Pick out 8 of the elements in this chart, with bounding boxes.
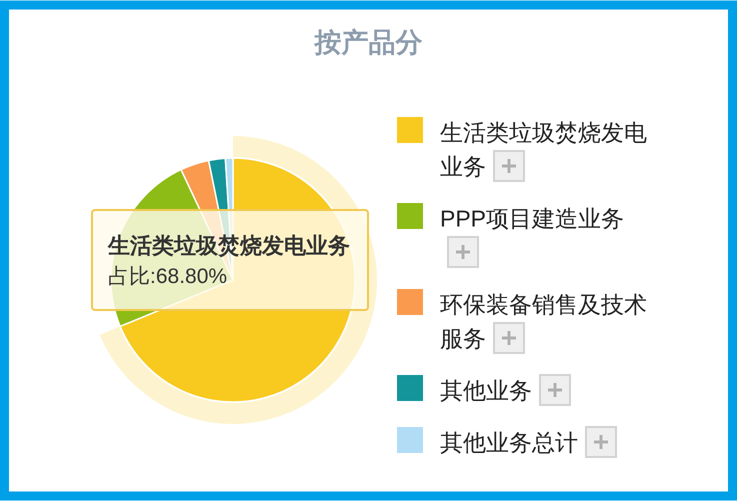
slice-label: 生活类垃圾焚烧发电业务 <box>107 233 350 258</box>
chart-title: 按产品分 <box>314 28 424 58</box>
legend-label: 其他业务 <box>440 377 532 404</box>
legend-label: PPP项目建造业务 <box>440 205 624 232</box>
legend-label: 生活类垃圾焚烧发电业务 <box>440 119 647 180</box>
data-label: 占比:68.80% <box>108 265 228 288</box>
legend-label: 环保装备销售及技术服务 <box>440 291 647 352</box>
legend-label: 其他业务总计 <box>440 429 578 456</box>
